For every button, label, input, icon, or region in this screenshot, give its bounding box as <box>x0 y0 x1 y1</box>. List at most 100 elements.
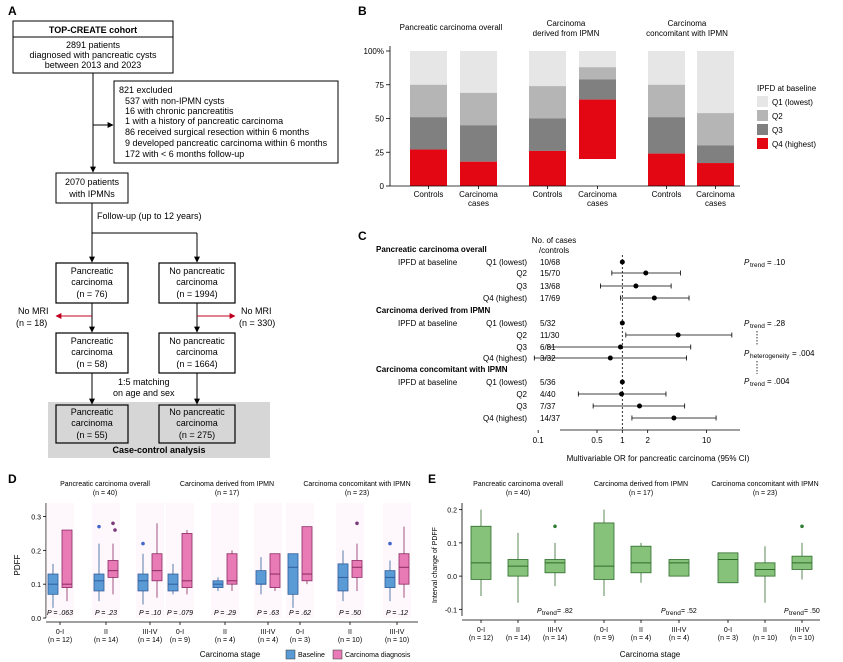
d-group-n: (n = 40) <box>93 490 117 497</box>
e-stage-label: 0-I <box>724 627 732 634</box>
b-bar-segment-q1 <box>460 51 497 93</box>
e-x-label: Carcinoma stage <box>620 650 681 659</box>
c-phet-value: = .004 <box>792 349 815 358</box>
e-stage-label: III-IV <box>795 627 810 634</box>
e-box-box <box>717 552 739 584</box>
panel-label-e: E <box>428 472 436 486</box>
c-ptrend-0-sub: trend <box>750 262 765 269</box>
d-baseline-outlier <box>388 541 392 546</box>
c-ptrend-1-p: P <box>744 319 750 328</box>
b-bar-segment-q3 <box>648 117 685 154</box>
e-ptrend-value: = .82 <box>557 608 573 615</box>
pc1-line-1: Pancreatic <box>71 266 114 276</box>
b-x-label: Carcinoma <box>459 190 498 199</box>
panel-e: E Interval change of PDFF -0.1 0.0 0.1 0.2 P… <box>428 472 820 659</box>
d-stage-label: 0-I <box>176 629 184 636</box>
d-baseline-box <box>167 573 179 592</box>
c-ptrend-1-value: = .28 <box>767 319 786 328</box>
b-bar-segment-q4 <box>410 149 447 186</box>
b-legend-swatch <box>757 138 768 149</box>
b-bar-segment-q4 <box>697 163 734 186</box>
b-legend-item: Q1 (lowest) <box>772 98 813 107</box>
b-y-tick-label: 100% <box>364 47 384 56</box>
d-stage-p: P = .62 <box>289 610 311 617</box>
cohort-title: TOP-CREATE cohort <box>49 25 137 35</box>
d-stage-p: P = .12 <box>386 610 408 617</box>
pc2-line-2: carcinoma <box>71 347 113 357</box>
pc1-line-3: (n = 76) <box>76 289 107 299</box>
c-row-count: 5/36 <box>540 378 556 387</box>
d-diagnosis-box <box>107 560 119 578</box>
nomri-left-line-1: No MRI <box>18 306 49 316</box>
c-ptrend-1-sub: trend <box>750 323 765 330</box>
ipmn-box <box>55 172 129 204</box>
pc3-box <box>55 404 129 444</box>
b-group-title-2-line-2: concomitant with IPMN <box>646 29 728 38</box>
d-diagnosis-box <box>301 526 313 582</box>
e-stage-label: II <box>763 627 767 634</box>
c-phet-sub: heterogeneity <box>750 353 790 360</box>
d-stage-label: 0-I <box>296 629 304 636</box>
e-stage-n: (n = 12) <box>469 635 493 642</box>
d-stage-p: P = .23 <box>95 610 117 617</box>
e-ptrend-value: = .50 <box>804 608 820 615</box>
b-x-label: Carcinoma <box>578 190 617 199</box>
d-baseline-box <box>384 570 396 588</box>
e-stage-n: (n = 10) <box>790 635 814 642</box>
c-ptrend-0-value: = .10 <box>767 258 786 267</box>
npc1-line-3: (n = 1994) <box>176 289 217 299</box>
e-box-box <box>470 525 492 580</box>
b-bar-segment-q1 <box>529 51 566 87</box>
c-point <box>619 259 625 265</box>
e-plot: -0.1 0.0 0.1 0.2 Pancreatic carcinoma overal… <box>445 481 820 642</box>
b-bar-segment-q2 <box>697 113 734 146</box>
d-stage-label: II <box>348 629 352 636</box>
npc2-line-1: No pancreatic <box>169 336 225 346</box>
c-point <box>675 332 681 338</box>
c-pheterogeneity: P heterogeneity = .004 <box>744 349 815 360</box>
d-legend-swatch-diagnosis <box>332 649 343 660</box>
b-x-label: Carcinoma <box>696 190 735 199</box>
c-point <box>607 355 613 361</box>
c-point <box>637 403 643 409</box>
c-rows: Pancreatic carcinoma overall IPFD at base… <box>376 245 561 423</box>
ipmn-line-2: with IPMNs <box>68 189 115 199</box>
e-stage-label: III-IV <box>672 627 687 634</box>
d-diagnosis-outlier <box>111 521 115 526</box>
cohort-line-2: diagnosed with pancreatic cysts <box>29 50 157 60</box>
c-point <box>651 295 657 301</box>
b-group-title-0-line-1: Pancreatic carcinoma overall <box>400 23 503 32</box>
d-diagnosis-outlier <box>113 528 117 532</box>
c-section-title: Pancreatic carcinoma overall <box>376 245 487 254</box>
c-point <box>633 283 639 289</box>
c-col-header-line-1: No. of cases <box>532 236 576 245</box>
d-stage-n: (n = 9) <box>170 637 190 644</box>
c-row-count: 10/68 <box>540 258 561 267</box>
excluded-line-1: 537 with non-IPMN cysts <box>125 96 225 106</box>
e-stage-n: (n = 3) <box>718 635 738 642</box>
c-row-count: 13/68 <box>540 282 561 291</box>
e-stage-n: (n = 4) <box>669 635 689 642</box>
c-ptrend-0-p: P <box>744 258 750 267</box>
c-x-label: Multivariable OR for pancreatic carcinom… <box>567 454 750 463</box>
e-stage-n: (n = 14) <box>506 635 530 642</box>
e-y-tick-label: -0.1 <box>445 607 457 614</box>
e-stage-n: (n = 9) <box>594 635 614 642</box>
d-stage-n: (n = 14) <box>94 637 118 644</box>
c-row-count: 4/40 <box>540 390 556 399</box>
b-bar-segment-q2 <box>529 86 566 119</box>
c-x-tick-label: 0.1 <box>533 436 545 445</box>
e-stage-n: (n = 14) <box>543 635 567 642</box>
nomri-right-line-2: (n = 330) <box>239 318 275 328</box>
d-diagnosis-box <box>351 560 363 578</box>
e-group-n: (n = 40) <box>506 490 530 497</box>
d-stage-label: II <box>223 629 227 636</box>
excluded-line-2: 16 with chronic pancreatitis <box>125 106 234 116</box>
npc1-box <box>158 262 236 304</box>
d-diagnosis-box <box>151 553 163 582</box>
d-stage-n: (n = 4) <box>258 637 278 644</box>
d-stage-n: (n = 3) <box>290 637 310 644</box>
pc1-line-2: carcinoma <box>71 277 113 287</box>
e-ptrend-sub: trend <box>789 610 804 617</box>
